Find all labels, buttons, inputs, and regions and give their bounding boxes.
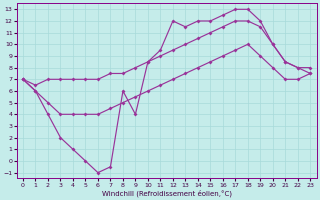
X-axis label: Windchill (Refroidissement éolien,°C): Windchill (Refroidissement éolien,°C) — [102, 189, 232, 197]
